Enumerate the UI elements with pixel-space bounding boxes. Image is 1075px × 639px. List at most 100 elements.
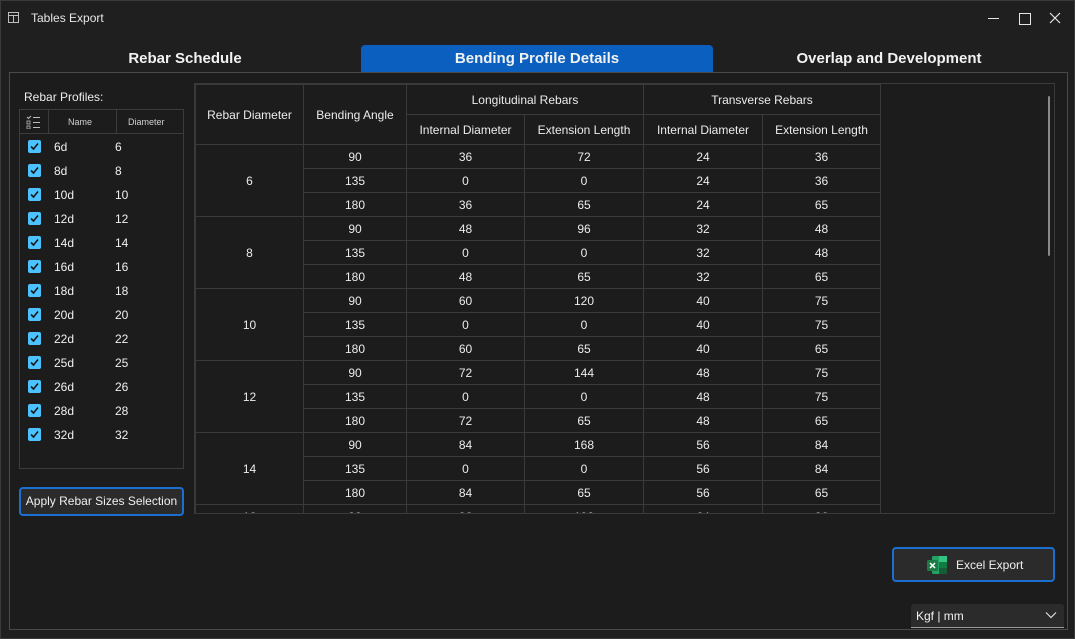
profile-diameter: 6 — [115, 140, 122, 154]
table-row[interactable]: 12 90 72 144 48 75 — [195, 360, 881, 433]
profile-row[interactable]: 6d 6 — [20, 135, 183, 159]
unit-select[interactable]: Kgf | mm — [911, 604, 1064, 628]
tab-overlap-and-development[interactable]: Overlap and Development — [796, 50, 982, 67]
table-row[interactable]: 14 90 84 168 56 84 — [195, 432, 881, 505]
excel-icon — [927, 556, 947, 574]
profile-diameter: 16 — [115, 260, 129, 274]
profile-row[interactable]: 8d 8 — [20, 159, 183, 183]
trans-extension-length-cell: 75 — [762, 360, 881, 385]
tab-rebar-schedule[interactable]: Rebar Schedule — [128, 50, 242, 67]
profile-row[interactable]: 22d 22 — [20, 327, 183, 351]
table-row[interactable]: 8 90 48 96 32 48 — [195, 216, 881, 289]
trans-internal-diameter-cell: 48 — [643, 408, 763, 433]
profile-name: 16d — [54, 260, 75, 274]
long-internal-diameter-cell: 60 — [406, 336, 525, 361]
rebar-profiles-label: Rebar Profiles: — [24, 90, 104, 104]
profile-diameter: 20 — [115, 308, 129, 322]
profile-diameter: 25 — [115, 356, 129, 370]
long-internal-diameter-cell: 84 — [406, 480, 525, 505]
long-extension-length-cell: 65 — [524, 192, 644, 217]
profile-diameter: 18 — [115, 284, 129, 298]
profile-diameter: 14 — [115, 236, 129, 250]
bending-angle-cell: 180 — [303, 336, 407, 361]
table-row[interactable]: 1690961926496 — [195, 504, 881, 513]
trans-internal-diameter-cell: 40 — [643, 312, 763, 337]
trans-internal-diameter-cell: 24 — [643, 144, 763, 169]
profile-diameter: 10 — [115, 188, 129, 202]
profile-diameter: 28 — [115, 404, 129, 418]
profile-row[interactable]: 10d 10 — [20, 183, 183, 207]
rebar-profiles-list[interactable]: Name Diameter 6d 6 8d 8 10d 10 12d 12 14d 14 16d 16… — [19, 109, 184, 469]
long-extension-length-cell: 0 — [524, 168, 644, 193]
profile-checkbox[interactable] — [28, 404, 41, 417]
table-row[interactable]: 180 72 65 48 65 — [196, 408, 881, 433]
table-row[interactable]: 135 0 0 56 84 — [196, 456, 881, 481]
profile-name: 10d — [54, 188, 75, 202]
profile-checkbox[interactable] — [28, 260, 41, 273]
profile-checkbox[interactable] — [28, 428, 41, 441]
bending-angle-cell: 180 — [303, 264, 407, 289]
profile-row[interactable]: 12d 12 — [20, 207, 183, 231]
apply-rebar-sizes-button[interactable]: Apply Rebar Sizes Selection — [19, 487, 184, 516]
profile-row[interactable]: 16d 16 — [20, 255, 183, 279]
profile-checkbox[interactable] — [28, 212, 41, 225]
trans-extension-length-cell: 75 — [762, 288, 881, 313]
profile-name: 18d — [54, 284, 75, 298]
table-row[interactable]: 6 90 36 72 24 36 — [195, 144, 881, 217]
check-icon — [30, 334, 39, 343]
trans-internal-diameter-cell: 56 — [643, 480, 763, 505]
table-row[interactable]: 180 48 65 32 65 — [196, 264, 881, 289]
profile-diameter: 22 — [115, 332, 129, 346]
long-extension-length-cell: 0 — [524, 312, 644, 337]
close-button[interactable] — [1046, 9, 1064, 27]
profile-checkbox[interactable] — [28, 284, 41, 297]
excel-export-button[interactable]: Excel Export — [892, 547, 1055, 582]
bending-profile-table[interactable]: Rebar Diameter Bending Angle Longitudina… — [194, 83, 1055, 514]
check-icon — [30, 358, 39, 367]
bending-angle-cell: 135 — [303, 456, 407, 481]
table-scrollbar[interactable] — [1048, 96, 1050, 256]
checklist-icon[interactable] — [26, 115, 40, 129]
profile-checkbox[interactable] — [28, 332, 41, 345]
trans-extension-length-cell: 75 — [762, 384, 881, 409]
trans-internal-diameter-cell: 64 — [643, 504, 763, 513]
profile-row[interactable]: 26d 26 — [20, 375, 183, 399]
bending-angle-cell: 135 — [303, 384, 407, 409]
bending-angle-cell: 180 — [303, 480, 407, 505]
profile-checkbox[interactable] — [28, 308, 41, 321]
profile-row[interactable]: 32d 32 — [20, 423, 183, 447]
profile-row[interactable]: 25d 25 — [20, 351, 183, 375]
header-trans-extension-length: Extension Length — [762, 114, 881, 145]
long-extension-length-cell: 144 — [524, 360, 644, 385]
profile-checkbox[interactable] — [28, 188, 41, 201]
profile-checkbox[interactable] — [28, 380, 41, 393]
minimize-button[interactable] — [985, 9, 1003, 27]
check-icon — [30, 190, 39, 199]
table-row[interactable]: 135 0 0 40 75 — [196, 312, 881, 337]
trans-internal-diameter-cell: 24 — [643, 192, 763, 217]
profile-row[interactable]: 28d 28 — [20, 399, 183, 423]
profile-row[interactable]: 18d 18 — [20, 279, 183, 303]
profile-row[interactable]: 14d 14 — [20, 231, 183, 255]
header-long-extension-length: Extension Length — [524, 114, 644, 145]
maximize-button[interactable] — [1015, 9, 1033, 27]
profile-checkbox[interactable] — [28, 356, 41, 369]
long-extension-length-cell: 72 — [524, 144, 644, 169]
table-row[interactable]: 135 0 0 48 75 — [196, 384, 881, 409]
profile-checkbox[interactable] — [28, 164, 41, 177]
long-extension-length-cell: 65 — [524, 336, 644, 361]
long-internal-diameter-cell: 96 — [406, 504, 525, 513]
table-row[interactable]: 135 0 0 32 48 — [196, 240, 881, 265]
table-row[interactable]: 10 90 60 120 40 75 — [195, 288, 881, 361]
table-row[interactable]: 180 60 65 40 65 — [196, 336, 881, 361]
profile-row[interactable]: 20d 20 — [20, 303, 183, 327]
bending-angle-cell: 90 — [303, 144, 407, 169]
profile-name: 12d — [54, 212, 75, 226]
profile-name: 25d — [54, 356, 75, 370]
trans-extension-length-cell: 48 — [762, 240, 881, 265]
profile-checkbox[interactable] — [28, 140, 41, 153]
profile-checkbox[interactable] — [28, 236, 41, 249]
tab-bending-profile-details[interactable]: Bending Profile Details — [361, 45, 713, 72]
header-diameter[interactable]: Diameter — [128, 117, 165, 127]
header-name[interactable]: Name — [68, 117, 93, 127]
